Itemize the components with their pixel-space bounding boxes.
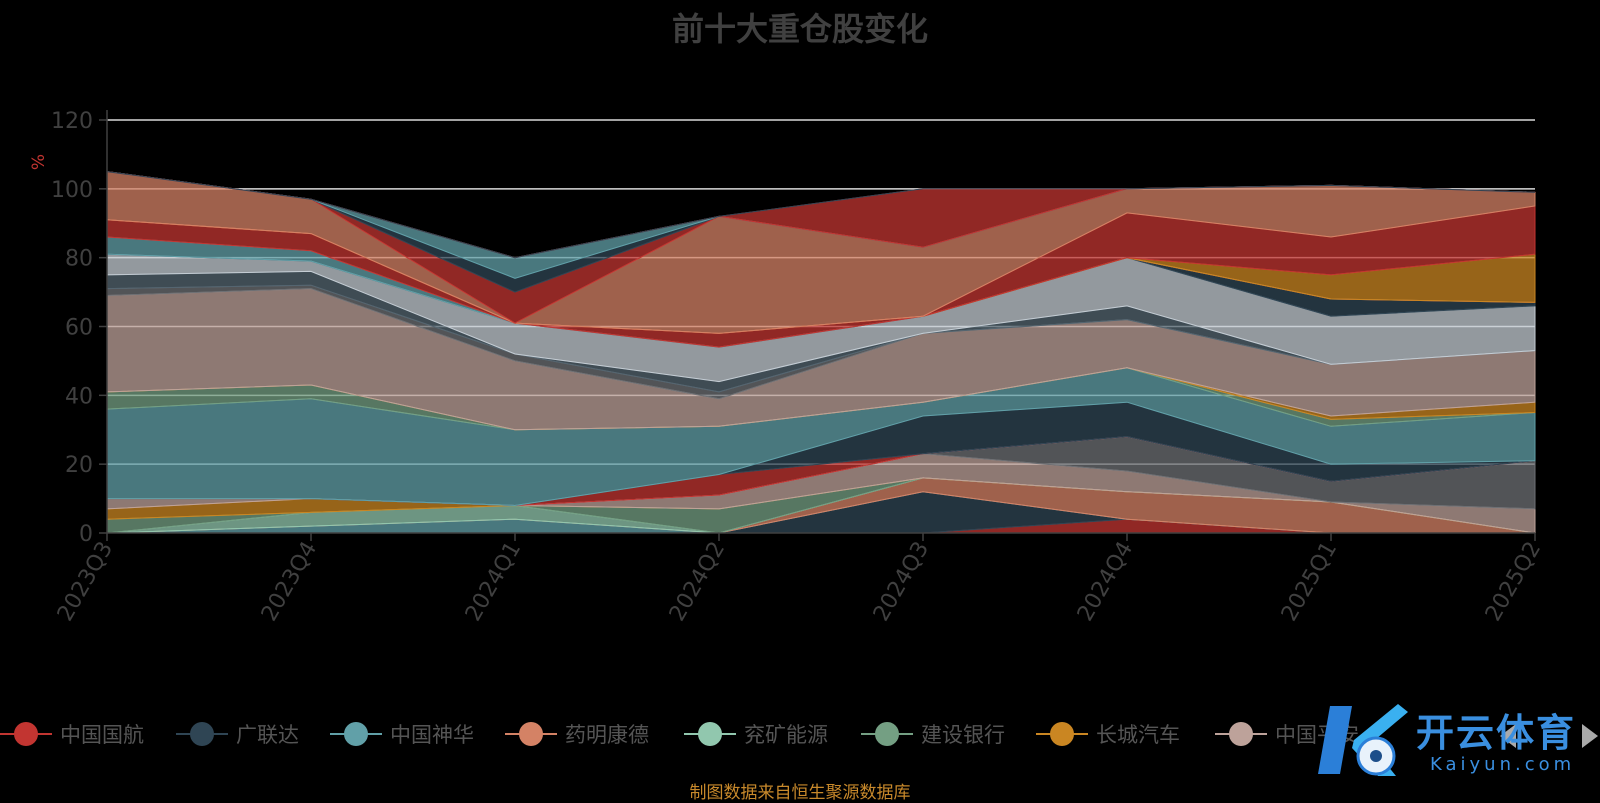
x-tick-label: 2025Q1 <box>1277 538 1342 626</box>
legend-marker-icon <box>330 719 382 749</box>
y-tick-label: 20 <box>65 453 93 478</box>
y-tick-label: 0 <box>79 522 93 547</box>
y-tick-label: 80 <box>65 247 93 272</box>
legend-label: 兖矿能源 <box>744 723 828 747</box>
legend-label: 长城汽车 <box>1096 723 1180 747</box>
legend-item[interactable]: 长城汽车 <box>1036 716 1180 752</box>
watermark-logo: 开云体育 Kaiyun.com <box>1312 696 1600 784</box>
y-tick-label: 100 <box>51 178 93 203</box>
y-tick-label: 60 <box>65 316 93 341</box>
area-series-group <box>106 171 1536 534</box>
legend-item[interactable]: 广联达 <box>176 716 299 752</box>
legend-label: 药明康德 <box>565 723 649 747</box>
legend-page-nav[interactable] <box>1448 721 1600 751</box>
y-tick-label: 120 <box>51 109 93 134</box>
y-tick-label: 40 <box>65 384 93 409</box>
source-note: 制图数据来自恒生聚源数据库 <box>689 783 911 803</box>
legend-item[interactable]: 兖矿能源 <box>684 716 828 752</box>
x-tick-label: 2024Q2 <box>665 538 730 626</box>
legend-label: 建设银行 <box>921 723 1005 747</box>
x-tick-label: 2023Q3 <box>53 538 118 626</box>
legend-item[interactable]: 中国神华 <box>330 716 474 752</box>
watermark-subtext: Kaiyun.com <box>1430 754 1576 775</box>
legend-marker-icon <box>861 719 913 749</box>
legend-marker-icon <box>684 719 736 749</box>
legend: 中国国航 广联达 中国神华 药明康德 兖矿能源 建设银行 长城汽车 中国平安 <box>0 716 1600 756</box>
x-tick-label: 2024Q1 <box>461 538 526 626</box>
legend-label: 中国国航 <box>60 723 144 747</box>
legend-item[interactable]: 药明康德 <box>505 716 649 752</box>
y-axis-label: % <box>29 154 49 170</box>
chart-title: 前十大重仓股变化 <box>671 10 928 48</box>
legend-marker-icon <box>1036 719 1088 749</box>
x-tick-label: 2024Q4 <box>1073 538 1138 626</box>
legend-item[interactable]: 中国国航 <box>0 716 144 752</box>
watermark-text: 开云体育 <box>1416 711 1577 755</box>
x-tick-label: 2023Q4 <box>257 538 322 626</box>
x-tick-label: 2024Q3 <box>869 538 934 626</box>
legend-item[interactable]: 建设银行 <box>861 716 1005 752</box>
legend-marker-icon <box>505 719 557 749</box>
area-series-30[interactable] <box>106 171 1536 259</box>
x-tick-label: 2025Q2 <box>1481 538 1546 626</box>
legend-marker-icon <box>176 719 228 749</box>
legend-marker-icon <box>1215 719 1267 749</box>
legend-label: 广联达 <box>236 723 299 747</box>
legend-prev-arrow-icon[interactable] <box>1500 724 1516 748</box>
kaiyun-logo-icon <box>1318 704 1408 776</box>
legend-marker-icon <box>0 719 52 749</box>
legend-next-arrow-icon[interactable] <box>1582 724 1598 748</box>
legend-label: 中国神华 <box>390 723 474 747</box>
